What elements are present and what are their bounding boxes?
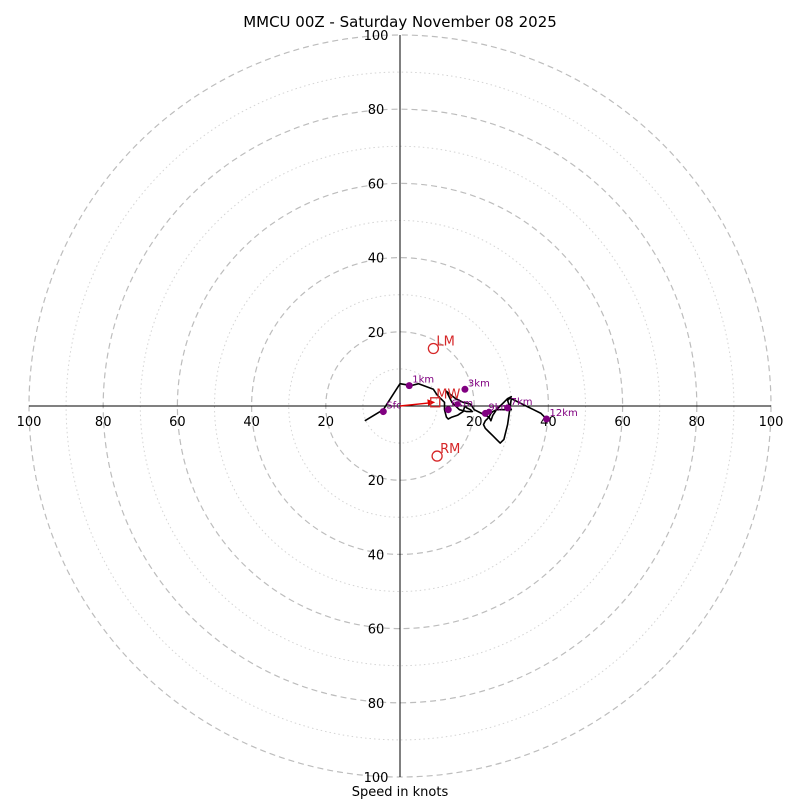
hodograph-trace	[364, 382, 548, 444]
storm-motion-marker	[431, 450, 443, 462]
height-label: 6km	[451, 399, 473, 410]
height-point	[379, 408, 387, 416]
height-point	[405, 382, 413, 390]
height-label: 7km	[511, 397, 533, 408]
height-label: 12km	[550, 408, 578, 419]
y-tick-label: 80	[368, 697, 385, 712]
height-label: Sfc	[386, 401, 401, 412]
x-tick-label: 80	[95, 415, 112, 430]
y-tick-label: 20	[368, 474, 385, 489]
x-tick-label: 40	[243, 415, 260, 430]
y-tick-labels: 100 80 60 40 20 20 40 60 80 100	[364, 29, 389, 786]
chart-title: MMCU 00Z - Saturday November 08 2025	[243, 13, 557, 31]
height-point	[444, 406, 452, 414]
mean-wind-label: MW	[436, 387, 460, 402]
height-point	[486, 408, 493, 415]
storm-motion: MW LM RM	[399, 334, 460, 462]
x-tick-label: 80	[689, 415, 706, 430]
y-tick-label: 100	[364, 771, 389, 786]
height-point	[504, 404, 512, 412]
x-tick-label: 100	[17, 415, 42, 430]
mean-wind-marker	[430, 397, 441, 408]
height-label: 3km	[468, 378, 490, 389]
bunkers-vector-line	[399, 402, 430, 407]
height-point	[454, 401, 461, 408]
y-tick-label: 20	[368, 326, 385, 341]
storm-motion-label: LM	[436, 334, 454, 349]
y-tick-label: 60	[368, 177, 385, 192]
storm-motion-label: RM	[440, 442, 460, 457]
x-tick-label: 60	[169, 415, 186, 430]
height-label: 1km	[412, 375, 434, 386]
y-tick-label: 100	[364, 29, 389, 44]
x-tick-label: 20	[318, 415, 335, 430]
x-tick-label: 60	[614, 415, 631, 430]
height-label: 9km	[488, 402, 510, 413]
y-tick-label: 40	[368, 548, 385, 563]
x-tick-label: 20	[466, 415, 483, 430]
storm-motion-marker	[427, 342, 440, 355]
height-point	[543, 415, 551, 423]
x-tick-labels: 100 80 60 40 20 20 40 60 80 100	[17, 415, 784, 430]
x-axis-label: Speed in knots	[352, 785, 449, 800]
y-tick-label: 60	[368, 623, 385, 638]
y-tick-label: 80	[368, 103, 385, 118]
x-tick-label: 100	[759, 415, 784, 430]
height-point	[461, 385, 469, 393]
y-tick-label: 40	[368, 252, 385, 267]
hodograph-trace-group	[364, 382, 548, 444]
